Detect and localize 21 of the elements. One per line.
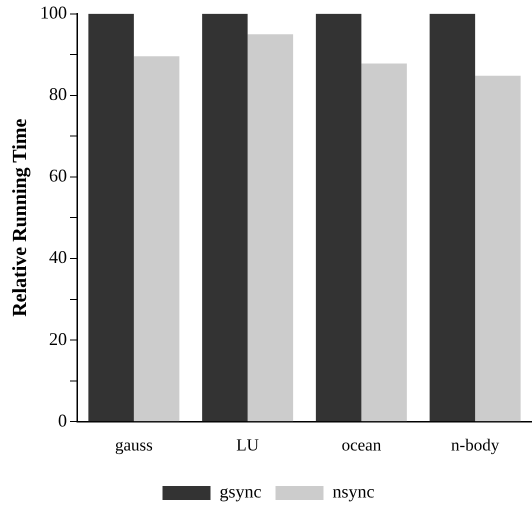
y-tick-label: 0 [58, 410, 67, 430]
x-tick-label: LU [236, 435, 259, 454]
legend-label: gsync [220, 482, 262, 502]
bar [430, 14, 476, 422]
legend-label: nsync [332, 482, 375, 502]
y-tick-label: 60 [49, 166, 67, 186]
bar [361, 64, 407, 422]
y-tick-label: 40 [49, 247, 67, 268]
y-tick-label: 100 [40, 2, 67, 23]
y-axis-title: Relative Running Time [9, 118, 32, 317]
y-tick-label: 80 [49, 84, 67, 104]
bar [248, 34, 294, 422]
bar [88, 14, 134, 422]
bar [202, 14, 248, 422]
x-tick-label: ocean [342, 435, 382, 454]
bar [475, 76, 521, 422]
y-tick-label: 20 [49, 328, 67, 349]
bar [134, 56, 180, 422]
x-tick-label: n-body [451, 435, 500, 454]
bar [316, 14, 362, 422]
x-tick-label: gauss [114, 435, 153, 454]
